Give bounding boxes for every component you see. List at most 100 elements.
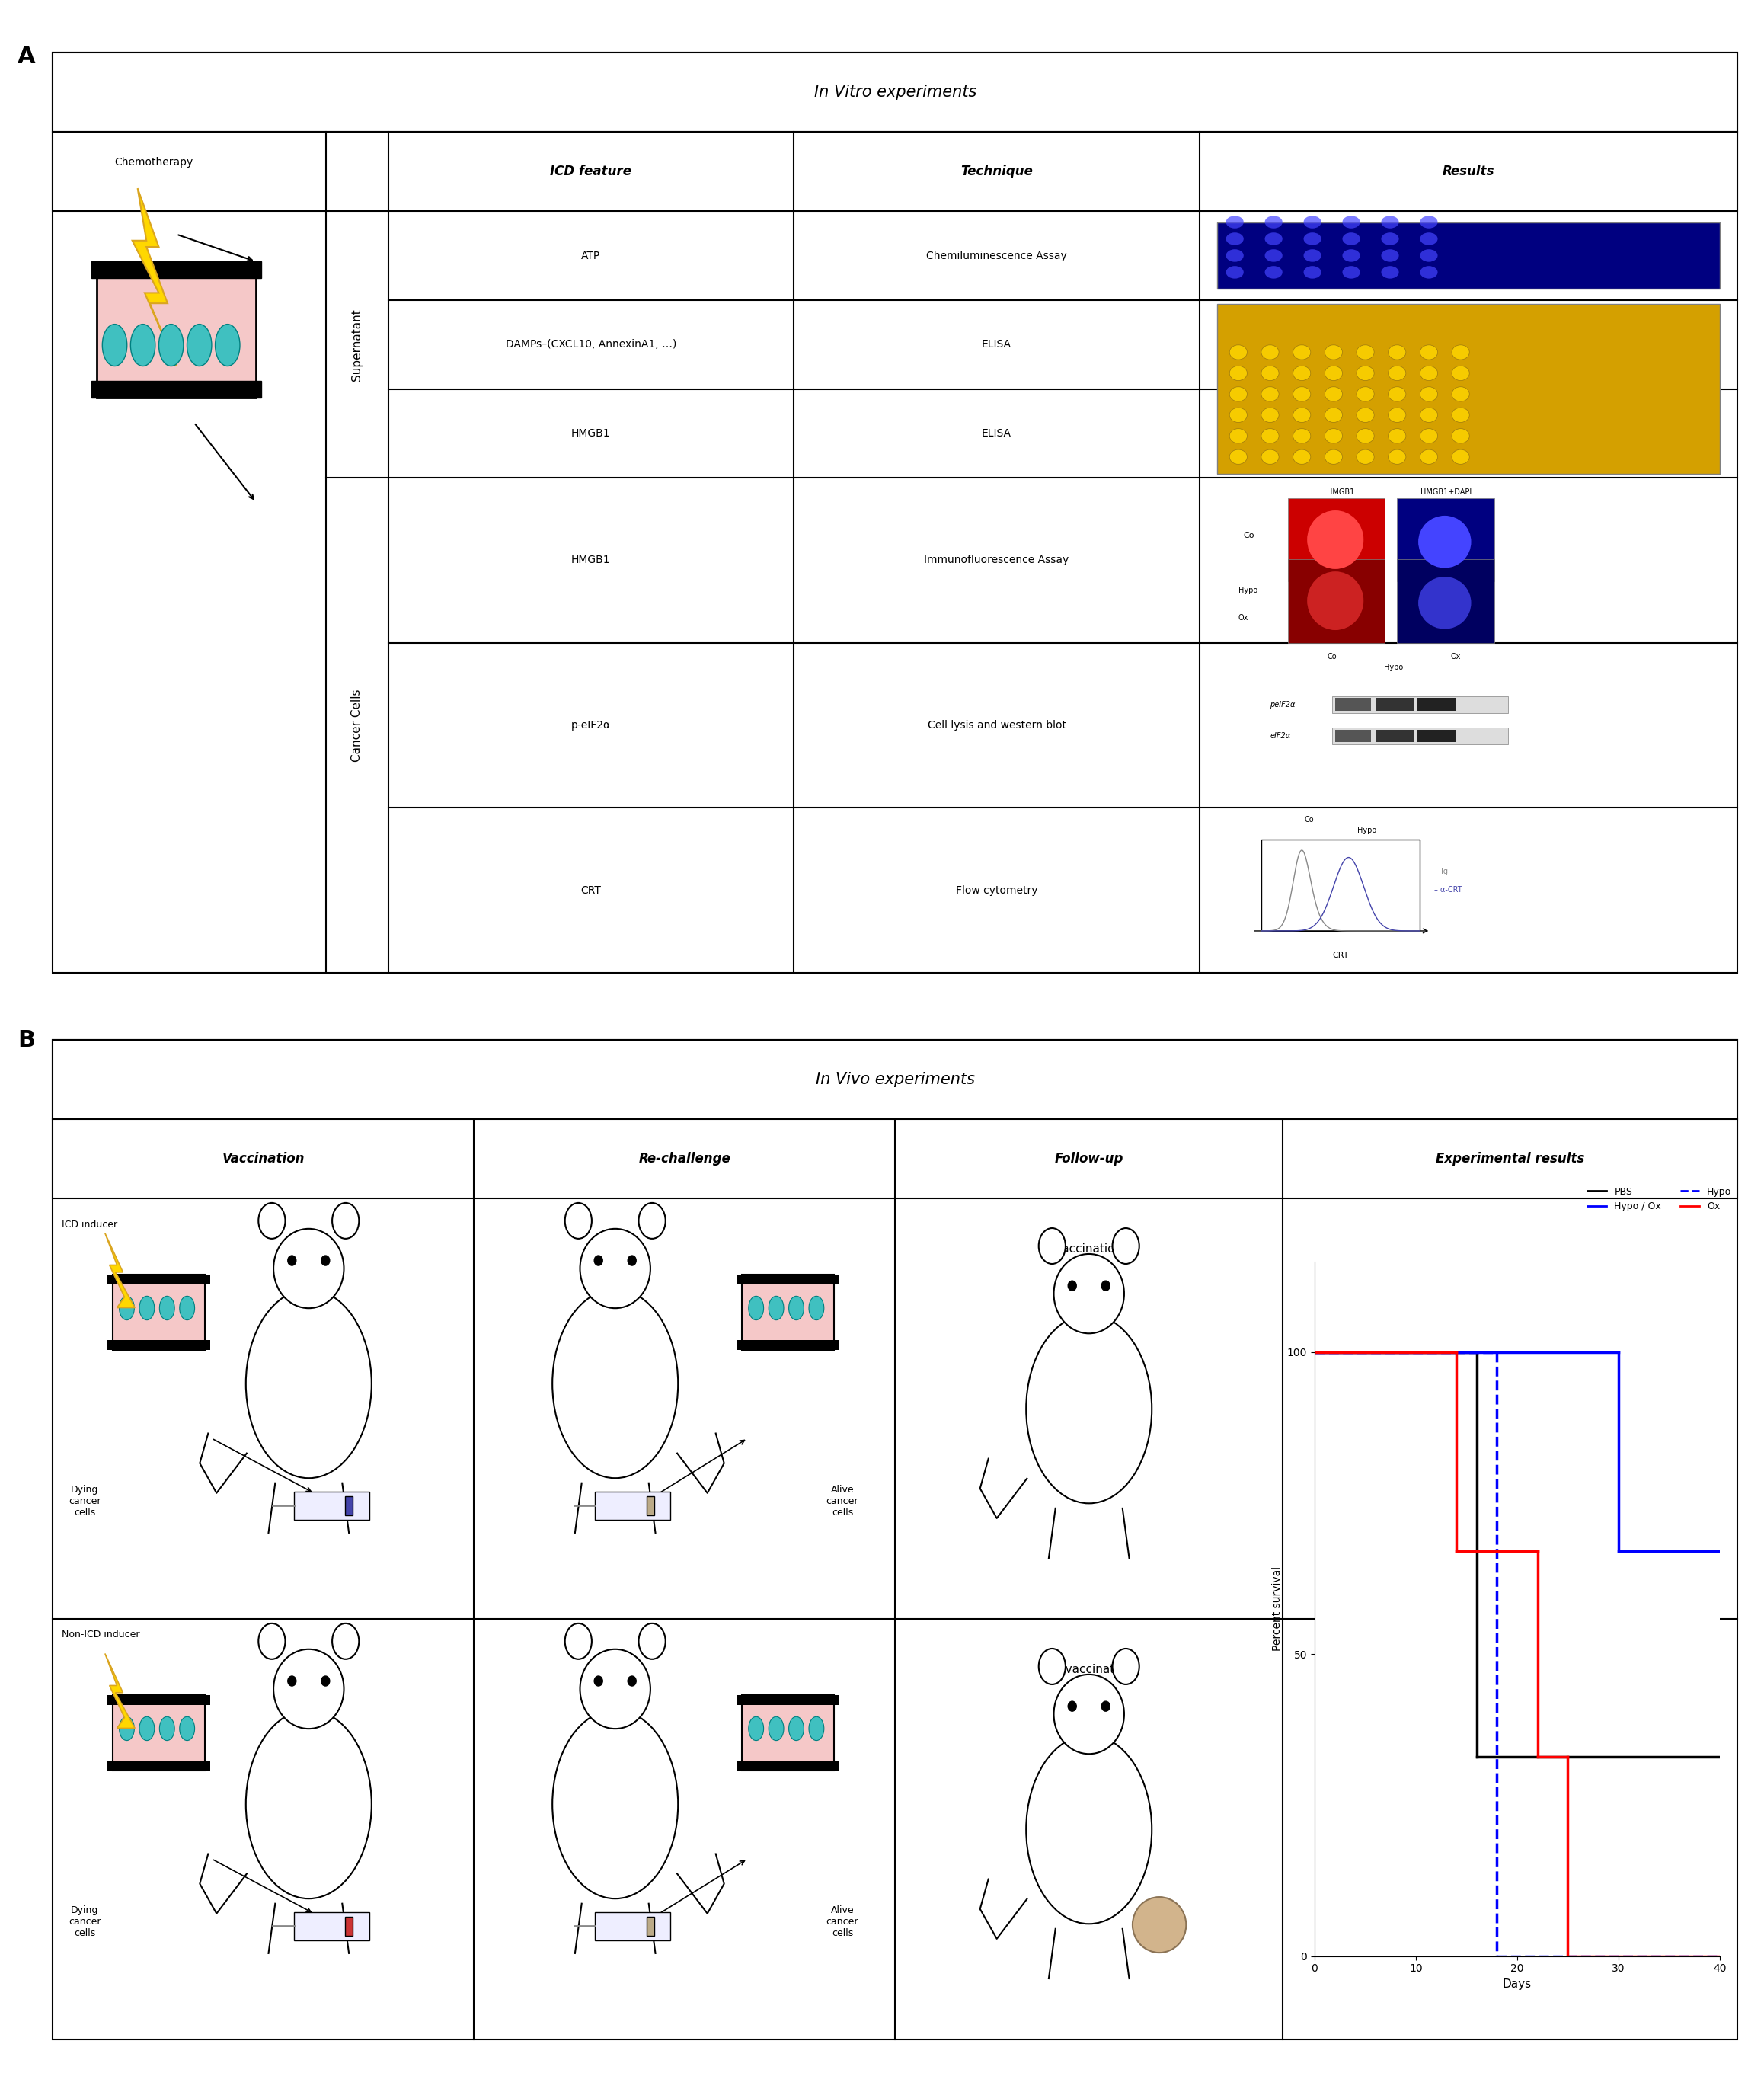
Ellipse shape [1388, 450, 1406, 464]
Bar [92, 262, 261, 278]
Ellipse shape [1230, 408, 1247, 423]
Bar [594, 1492, 670, 1519]
Ellipse shape [1261, 345, 1279, 360]
Bar [737, 1695, 840, 1705]
Legend: PBS, Hypo / Ox, Hypo, Ox: PBS, Hypo / Ox, Hypo, Ox [1584, 1182, 1736, 1215]
Ellipse shape [1420, 266, 1438, 278]
Bar [108, 1761, 210, 1770]
Ellipse shape [564, 1623, 591, 1659]
Ellipse shape [580, 1228, 651, 1308]
Ellipse shape [1325, 387, 1342, 402]
Ellipse shape [159, 1718, 175, 1741]
Polygon shape [132, 188, 176, 366]
Ellipse shape [639, 1623, 665, 1659]
Text: Chemotherapy: Chemotherapy [115, 157, 194, 167]
Bar [1376, 730, 1415, 743]
Ellipse shape [1230, 366, 1247, 381]
Text: Flow cytometry: Flow cytometry [956, 885, 1037, 895]
Ellipse shape [1226, 232, 1244, 245]
Text: Hypo: Hypo [1385, 663, 1402, 672]
Ellipse shape [1420, 450, 1438, 464]
Text: Ox: Ox [1450, 653, 1461, 661]
Ellipse shape [1418, 517, 1471, 569]
Bar [113, 1695, 205, 1770]
Bar [97, 262, 256, 397]
Ellipse shape [1293, 408, 1311, 423]
Ellipse shape [159, 324, 183, 366]
Ellipse shape [1304, 215, 1321, 228]
Ellipse shape [1304, 232, 1321, 245]
Ellipse shape [1230, 345, 1247, 360]
Ellipse shape [1113, 1228, 1140, 1264]
Ellipse shape [1293, 387, 1311, 402]
Text: DAMPs–(CXCL10, AnnexinA1, …): DAMPs–(CXCL10, AnnexinA1, …) [506, 339, 676, 349]
Bar [1261, 839, 1420, 931]
Ellipse shape [1067, 1280, 1076, 1291]
Ellipse shape [1230, 450, 1247, 464]
Ellipse shape [1265, 232, 1282, 245]
Ellipse shape [1388, 408, 1406, 423]
Text: Co: Co [1304, 816, 1314, 824]
Ellipse shape [1452, 408, 1469, 423]
Text: peIF2α: peIF2α [1270, 701, 1295, 709]
Ellipse shape [1261, 408, 1279, 423]
Ellipse shape [1420, 232, 1438, 245]
Bar [646, 1496, 654, 1515]
Ellipse shape [1027, 1734, 1152, 1925]
Ellipse shape [1039, 1648, 1065, 1684]
Ellipse shape [288, 1255, 296, 1266]
Ellipse shape [1388, 366, 1406, 381]
Text: Ig: Ig [1441, 868, 1448, 874]
Ellipse shape [1226, 266, 1244, 278]
Text: In Vivo experiments: In Vivo experiments [815, 1071, 975, 1088]
Ellipse shape [215, 324, 240, 366]
Ellipse shape [1101, 1280, 1110, 1291]
Ellipse shape [1113, 1648, 1140, 1684]
Polygon shape [106, 1232, 136, 1308]
Ellipse shape [1293, 429, 1311, 444]
Ellipse shape [1307, 571, 1364, 630]
Ellipse shape [187, 324, 212, 366]
Bar [1332, 697, 1508, 713]
Bar [346, 1496, 353, 1515]
Text: Alive
cancer
cells: Alive cancer cells [826, 1906, 859, 1939]
Ellipse shape [1357, 450, 1374, 464]
Ellipse shape [1293, 345, 1311, 360]
Ellipse shape [564, 1203, 591, 1238]
Text: ELISA: ELISA [983, 339, 1011, 349]
Text: Alive
cancer
cells: Alive cancer cells [826, 1485, 859, 1519]
Ellipse shape [1388, 387, 1406, 402]
Ellipse shape [120, 1718, 134, 1741]
Text: p-eIF2α: p-eIF2α [572, 720, 610, 730]
Bar [737, 1761, 840, 1770]
Ellipse shape [1388, 429, 1406, 444]
Ellipse shape [332, 1203, 360, 1238]
Ellipse shape [1357, 345, 1374, 360]
Ellipse shape [1265, 249, 1282, 262]
Bar [743, 1274, 834, 1349]
Text: Ox: Ox [1238, 613, 1249, 621]
Text: B: B [18, 1029, 35, 1052]
Bar [92, 381, 261, 397]
Y-axis label: Percent survival: Percent survival [1272, 1567, 1282, 1651]
Ellipse shape [321, 1676, 330, 1686]
Text: Chemiluminescence Assay: Chemiluminescence Assay [926, 251, 1067, 262]
Ellipse shape [1261, 450, 1279, 464]
Bar [1416, 699, 1455, 711]
Text: Supernatant: Supernatant [351, 308, 363, 381]
Bar [1335, 699, 1371, 711]
Ellipse shape [1357, 408, 1374, 423]
Ellipse shape [639, 1203, 665, 1238]
Ellipse shape [1452, 366, 1469, 381]
Bar [1416, 730, 1455, 743]
Bar [108, 1341, 210, 1349]
Bar [737, 1274, 840, 1284]
Ellipse shape [131, 324, 155, 366]
Ellipse shape [1342, 249, 1360, 262]
Ellipse shape [1381, 249, 1399, 262]
Polygon shape [106, 1653, 136, 1728]
Ellipse shape [1452, 387, 1469, 402]
Bar [646, 1916, 654, 1935]
Bar [1335, 730, 1371, 743]
Text: Hypo: Hypo [1238, 586, 1258, 594]
